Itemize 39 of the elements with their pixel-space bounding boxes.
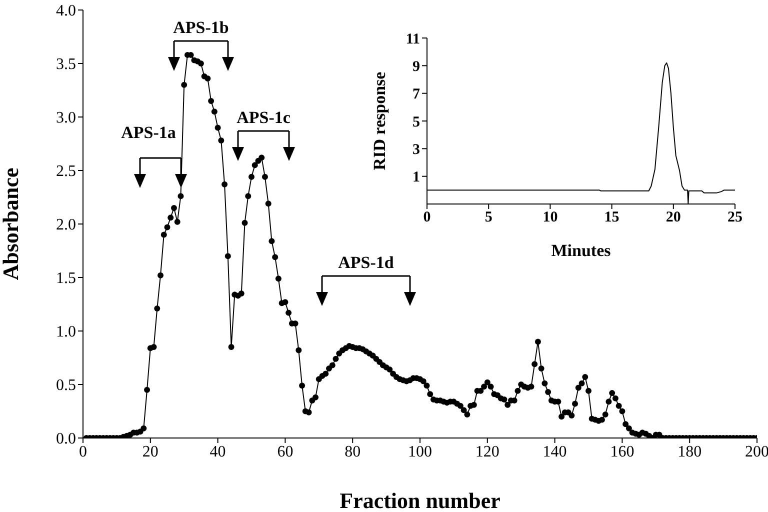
y-tick-label: 0.5	[56, 377, 76, 394]
x-tick-label: 0	[423, 210, 431, 226]
x-tick-label: 180	[678, 443, 702, 460]
x-axis-title: Minutes	[551, 241, 612, 260]
x-tick-label: 5	[484, 210, 492, 226]
x-tick-label: 100	[408, 443, 432, 460]
y-tick-label: 1	[412, 170, 420, 186]
y-tick-label: 11	[406, 31, 420, 48]
x-axis-title: Fraction number	[340, 488, 501, 512]
annotation: APS-1d	[338, 253, 394, 272]
y-tick-label: 5	[412, 114, 420, 130]
x-tick-label: 140	[542, 443, 567, 460]
x-tick-label: 20	[666, 210, 681, 226]
y-tick-label: 1.5	[56, 270, 76, 288]
y-axis-title: RID response	[370, 71, 390, 170]
y-tick-label: 3.0	[56, 110, 76, 127]
x-tick-label: 25	[728, 210, 742, 226]
x-tick-label: 160	[610, 443, 634, 460]
y-tick-label: 7	[412, 86, 420, 103]
x-tick-label: 15	[604, 210, 620, 226]
y-tick-label: 9	[412, 58, 420, 75]
annotation: APS-1a	[121, 123, 176, 142]
y-tick-label: 2.0	[56, 216, 76, 234]
x-tick-label: 40	[210, 443, 226, 460]
y-tick-label: 0.0	[56, 430, 76, 448]
x-tick-label: 120	[475, 443, 500, 460]
y-tick-label: 3	[412, 142, 420, 158]
annotation: APS-1c	[236, 108, 291, 127]
x-tick-label: 80	[344, 443, 361, 460]
x-tick-label: 60	[277, 443, 294, 460]
y-axis-title: Absorbance	[0, 168, 23, 280]
x-tick-label: 0	[79, 443, 87, 460]
x-tick-label: 10	[542, 210, 558, 226]
x-tick-label: 20	[142, 443, 158, 460]
y-tick-label: 4.0	[56, 2, 76, 20]
y-tick-label: 2.5	[56, 163, 76, 180]
y-tick-label: 1.0	[56, 324, 76, 341]
annotation: APS-1b	[173, 18, 229, 37]
y-tick-label: 3.5	[56, 56, 76, 74]
